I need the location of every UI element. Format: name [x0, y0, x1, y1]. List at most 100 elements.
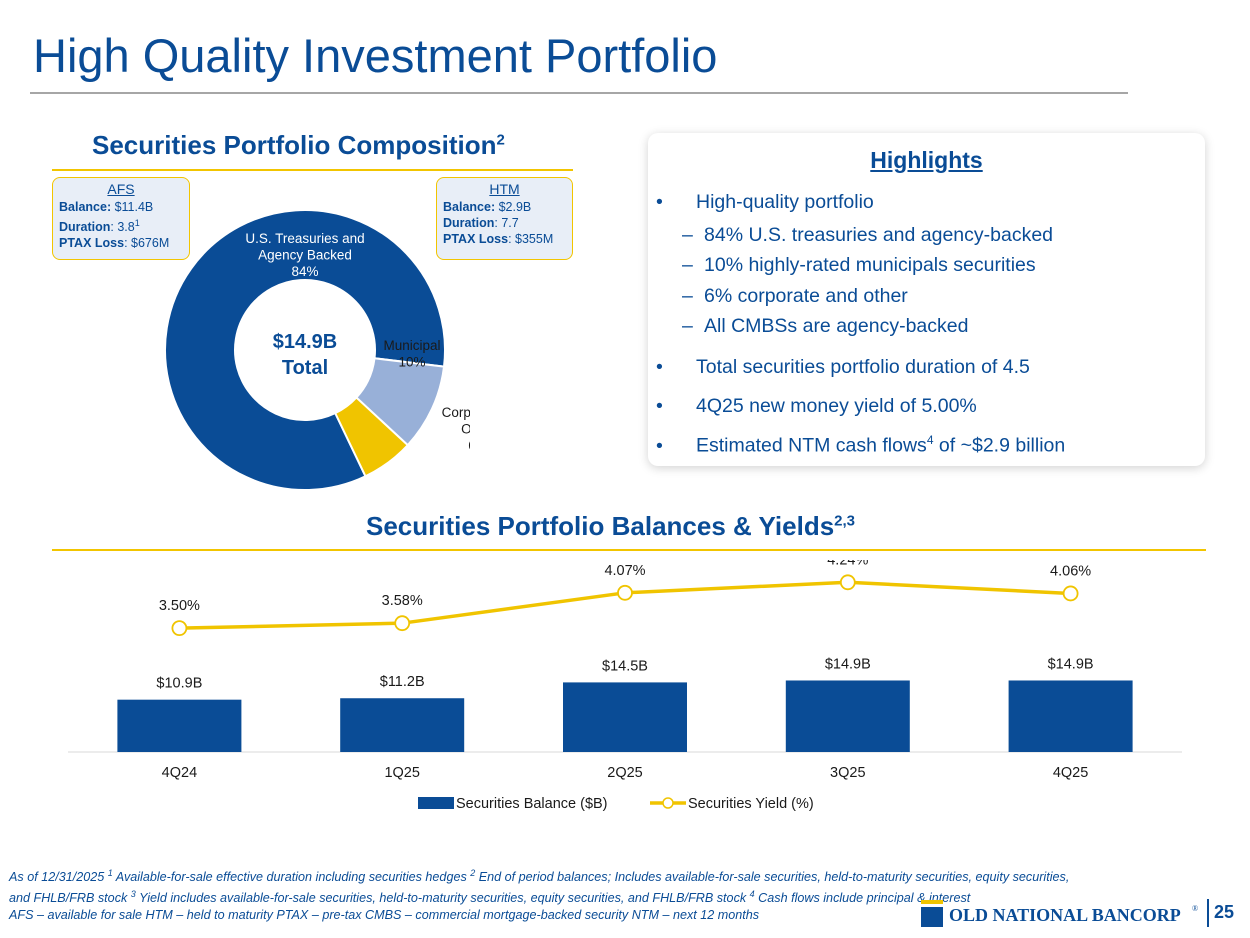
page-number: 25	[1214, 902, 1235, 922]
highlight-text-before: Estimated NTM cash flows	[696, 434, 927, 457]
yield-point-labels: 3.50% 3.58% 4.07% 4.24% 4.06%	[159, 560, 1091, 614]
balance-label-2Q25: $14.5B	[602, 658, 648, 674]
footnote-line-1: As of 12/31/2025 1 Available-for-sale ef…	[9, 865, 1224, 886]
htm-ptax: PTAX Loss: $355M	[443, 231, 566, 247]
balances-yields-chart: $10.9B $11.2B $14.5B $14.9B $14.9B 3.50% 3.58…	[68, 560, 1182, 812]
yield-label-3Q25: 4.24%	[827, 560, 868, 568]
highlight-sub-bullet: –6% corporate and other	[682, 285, 908, 308]
dash-glyph: –	[682, 315, 693, 337]
footnotes: As of 12/31/2025 1 Available-for-sale ef…	[9, 865, 1224, 924]
footnote-text-3: Yield includes available-for-sale securi…	[135, 891, 750, 906]
yield-point-1Q25	[394, 615, 411, 632]
yield-label-4Q25: 4.06%	[1050, 563, 1091, 579]
donut-label-line: U.S. Treasuries and	[245, 231, 364, 246]
afs-duration-value: : 3.8	[110, 220, 135, 235]
donut-label-line: 84%	[291, 264, 318, 279]
company-logo: OLD NATIONAL BANCORP ®	[921, 900, 1198, 927]
htm-duration-label: Duration	[443, 216, 495, 230]
yield-point-3Q25	[839, 574, 856, 591]
footnote-marker-1: 1	[107, 868, 113, 878]
highlights-panel: Highlights • High-quality portfolio –84% …	[648, 133, 1205, 466]
balance-label-1Q25: $11.2B	[380, 674, 425, 690]
afs-duration: Duration: 3.81	[59, 215, 183, 235]
htm-balance-label: Balance:	[443, 200, 496, 214]
donut-label-line: 6%	[468, 438, 470, 453]
bullet-glyph: •	[656, 191, 663, 213]
yield-point-4Q24	[171, 620, 188, 637]
donut-slice-corporate-other	[333, 396, 410, 478]
highlight-footnote: 4	[926, 433, 934, 447]
highlight-text: High-quality portfolio	[696, 191, 874, 213]
tick-3Q25: 3Q25	[830, 765, 865, 781]
highlight-sub-bullet: –84% U.S. treasuries and agency-backed	[682, 224, 1053, 247]
highlight-text: 6% corporate and other	[704, 285, 908, 307]
logo-mark-block	[921, 907, 943, 927]
page-number-separator	[1207, 899, 1209, 927]
highlight-text-after: of ~$2.9 billion	[933, 434, 1066, 457]
afs-balance-label: Balance:	[59, 200, 112, 214]
dash-glyph: –	[682, 224, 693, 246]
highlight-sub-bullet: – All CMBSs are agency-backed	[682, 315, 968, 338]
bullet-glyph: •	[656, 434, 663, 457]
page-title: High Quality Investment Portfolio	[33, 29, 718, 82]
bullet-glyph: •	[656, 356, 663, 378]
tick-4Q24: 4Q24	[162, 765, 197, 781]
afs-balance: Balance: $11.4B	[59, 199, 183, 215]
footnote-text-2: End of period balances; Includes availab…	[475, 870, 1070, 885]
afs-duration-label: Duration	[59, 220, 111, 235]
dash-glyph: –	[682, 254, 693, 276]
donut-slices	[164, 209, 446, 491]
balance-label-3Q25: $14.9B	[825, 656, 871, 672]
footnote-marker-4: 4	[749, 889, 755, 900]
donut-center-value: $14.9B	[273, 331, 338, 353]
chart-legend: Securities Balance ($B) Securities Yield …	[418, 796, 814, 812]
footnote-as-of: As of 12/31/2025	[9, 870, 108, 885]
htm-duration: Duration: 7.7	[443, 215, 566, 231]
composition-divider	[52, 169, 573, 171]
afs-heading: AFS	[107, 181, 135, 197]
composition-title-footnote: 2	[496, 131, 505, 149]
footnote-line-3: AFS – available for sale HTM – held to m…	[9, 908, 760, 923]
highlight-bullet: • Estimated NTM cash flows4 of ~$2.9 bill…	[656, 433, 1065, 458]
htm-ptax-value: : $355M	[508, 232, 554, 246]
yield-label-2Q25: 4.07%	[604, 563, 645, 579]
logo-registered-mark: ®	[1192, 904, 1198, 913]
composition-title-text: Securities Portfolio Composition	[92, 130, 497, 160]
balance-bar-1Q25	[340, 698, 465, 752]
yield-point-2Q25	[617, 584, 633, 601]
footnote-marker-3: 3	[130, 889, 136, 900]
title-divider	[30, 92, 1128, 94]
highlight-bullet: • 4Q25 new money yield of 5.00%	[656, 395, 977, 418]
balances-title-text: Securities Portfolio Balances & Yields	[366, 511, 835, 541]
yield-point-4Q25	[1062, 585, 1079, 602]
balance-bar-labels: $10.9B $11.2B $14.5B $14.9B $14.9B	[156, 656, 1093, 691]
htm-balance-value: $2.9B	[495, 200, 532, 214]
donut-center-label: Total	[282, 357, 328, 379]
tick-4Q25: 4Q25	[1053, 765, 1088, 781]
balance-label-4Q24: $10.9B	[156, 676, 202, 692]
footnote-text-1: Available-for-sale effective duration in…	[112, 870, 471, 885]
highlight-bullet: • Total securities portfolio duration of …	[656, 356, 1030, 379]
highlight-sub-bullet: –10% highly-rated municipals securities	[682, 254, 1036, 277]
logo-wordmark: OLD NATIONAL BANCORP	[949, 905, 1181, 925]
balance-bar-4Q25	[1008, 680, 1133, 752]
highlight-bullet: • High-quality portfolio	[656, 191, 874, 214]
highlight-text: 84% U.S. treasuries and agency-backed	[704, 224, 1054, 246]
legend-yield-marker	[662, 797, 674, 809]
category-tick-labels: 4Q24 1Q25 2Q25 3Q25 4Q25	[162, 765, 1089, 781]
afs-ptax-label: PTAX Loss	[59, 236, 125, 251]
donut-label-line: Municipal	[383, 338, 440, 353]
tick-1Q25: 1Q25	[384, 765, 419, 781]
afs-ptax-value: : $676M	[124, 236, 170, 251]
balance-bar-3Q25	[785, 680, 910, 752]
footnote-text-2-cont: and FHLB/FRB stock	[9, 891, 131, 906]
dash-glyph: –	[682, 285, 693, 307]
yield-label-4Q24: 3.50%	[159, 598, 200, 614]
highlight-text: All CMBSs are agency-backed	[704, 315, 969, 337]
donut-label-line: 10%	[398, 355, 425, 370]
footnote-text-4: Cash flows include principal & interest	[754, 891, 971, 906]
afs-duration-footnote: 1	[134, 218, 140, 228]
donut-slice-u-s-treasuries-and-agency-backed	[164, 209, 446, 491]
